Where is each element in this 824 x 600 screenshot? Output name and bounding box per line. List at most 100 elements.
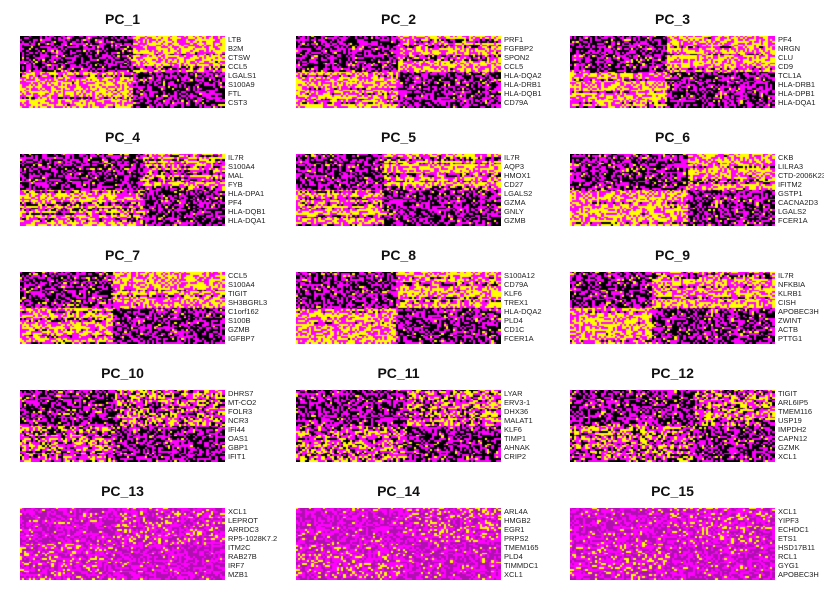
gene-label: CD79A <box>504 280 529 289</box>
panel-title: PC_11 <box>377 365 420 381</box>
heatmap-panel: PC_5 IL7R AQP3 HMOX1 CD27 LGALS2 GZMA GNLY GZMB <box>296 118 570 236</box>
gene-label: PRPS2 <box>504 534 529 543</box>
gene-label: AHNAK <box>504 443 530 452</box>
gene-label: RP5-1028K7.2 <box>228 534 278 543</box>
heatmap-panel: PC_10 DHRS7 MT-CO2 FOLR3 NCR3 IFI44 OAS1 GBP1 IF… <box>20 354 294 472</box>
heatmap-cells <box>296 272 501 344</box>
gene-label: HLA-DQB1 <box>504 89 542 98</box>
gene-label: TREX1 <box>504 298 529 307</box>
heatmap-panel: PC_13 XCL1 LEPROT ARRDC3 RP5-1028K7.2 ITM2C RA… <box>20 472 294 590</box>
gene-label: CCL5 <box>504 62 524 71</box>
panel-title: PC_5 <box>380 129 417 145</box>
gene-label-column: PF4 NRGN CLU CD9 TCL1A HLA-DRB1 HLA-DPB1 HLA-DQ… <box>778 36 824 108</box>
gene-label: YIPF3 <box>778 516 799 525</box>
gene-label: CLU <box>778 53 794 62</box>
gene-label: CISH <box>778 298 796 307</box>
panel-title: PC_15 <box>651 483 694 499</box>
panel-title: PC_6 <box>654 129 691 145</box>
gene-label: ARL6IP5 <box>778 398 809 407</box>
gene-label: ECHDC1 <box>778 525 809 534</box>
gene-label: EGR1 <box>504 525 525 534</box>
gene-label: HLA-DPB1 <box>778 89 815 98</box>
heatmap-cells <box>570 154 775 226</box>
heatmap-cells <box>296 154 501 226</box>
gene-label: CD79A <box>504 98 529 107</box>
gene-label: FYB <box>228 180 243 189</box>
gene-label: CD27 <box>504 180 524 189</box>
gene-label: MALAT1 <box>504 416 533 425</box>
gene-label: FTL <box>228 89 242 98</box>
gene-label: PF4 <box>228 198 242 207</box>
gene-label: RCL1 <box>778 552 798 561</box>
gene-label: OAS1 <box>228 434 249 443</box>
heatmap-panel: PC_2 PRF1 FGFBP2 SPON2 CCL5 HLA-DQA2 HLA-DRB1 H… <box>296 0 570 118</box>
heatmap-cells <box>20 508 225 580</box>
gene-label: GBP1 <box>228 443 249 452</box>
gene-label: KLF6 <box>504 289 522 298</box>
gene-label: HMOX1 <box>504 171 531 180</box>
panel-title: PC_13 <box>101 483 144 499</box>
gene-label-column: ARL4A HMGB2 EGR1 PRPS2 TMEM165 PLD4 TIMMDC1 XCL… <box>504 508 572 580</box>
heatmap-cells <box>296 390 501 462</box>
panel-title: PC_2 <box>380 11 417 27</box>
gene-label-column: TIGIT ARL6IP5 TMEM116 USP19 IMPDH2 CAPN12 GZMK… <box>778 390 824 462</box>
panel-title: PC_7 <box>104 247 141 263</box>
gene-label: IFIT1 <box>228 452 246 461</box>
gene-label: DHRS7 <box>228 389 254 398</box>
gene-label: CCL5 <box>228 62 248 71</box>
gene-label: CACNA2D3 <box>778 198 819 207</box>
gene-label: S100A12 <box>504 271 535 280</box>
heatmap-panel: PC_15 XCL1 YIPF3 ECHDC1 ETS1 HSD17B11 RCL1 GYG1… <box>570 472 824 590</box>
gene-label: XCL1 <box>778 507 797 516</box>
heatmap-panel: PC_11 LYAR ERV3-1 DHX36 MALAT1 KLF6 TIMP1 AHNAK… <box>296 354 570 472</box>
gene-label: GZMK <box>778 443 800 452</box>
gene-label: LGALS2 <box>778 207 807 216</box>
gene-label-column: IL7R NFKBIA KLRB1 CISH APOBEC3H ZWINT ACTB PTTG… <box>778 272 824 344</box>
gene-label: HSD17B11 <box>778 543 815 552</box>
gene-label: GZMB <box>228 325 250 334</box>
gene-label: HLA-DQA1 <box>778 98 816 107</box>
gene-label: MZB1 <box>228 570 249 579</box>
panel-title: PC_14 <box>377 483 420 499</box>
heatmap-cells <box>20 154 225 226</box>
gene-label: IFITM2 <box>778 180 802 189</box>
heatmap-cells <box>570 508 775 580</box>
heatmap-cells <box>296 508 501 580</box>
gene-label: LILRA3 <box>778 162 804 171</box>
gene-label: PF4 <box>778 35 792 44</box>
gene-label: PLD4 <box>504 316 523 325</box>
gene-label: S100A4 <box>228 162 255 171</box>
gene-label: TMEM116 <box>778 407 813 416</box>
gene-label: KLF6 <box>504 425 522 434</box>
panel-title: PC_3 <box>654 11 691 27</box>
gene-label: HMGB2 <box>504 516 531 525</box>
gene-label: LYAR <box>504 389 523 398</box>
panel-title: PC_10 <box>101 365 144 381</box>
gene-label: CST3 <box>228 98 248 107</box>
heatmap-cells <box>20 272 225 344</box>
gene-label: HLA-DQA1 <box>228 216 266 225</box>
gene-label: ACTB <box>778 325 799 334</box>
gene-label: MT-CO2 <box>228 398 257 407</box>
gene-label-column: PRF1 FGFBP2 SPON2 CCL5 HLA-DQA2 HLA-DRB1 HLA-D… <box>504 36 572 108</box>
gene-label: NFKBIA <box>778 280 806 289</box>
heatmap-panel: PC_12 TIGIT ARL6IP5 TMEM116 USP19 IMPDH2 CAPN1… <box>570 354 824 472</box>
gene-label: ZWINT <box>778 316 802 325</box>
gene-label: TIMP1 <box>504 434 527 443</box>
gene-label: USP19 <box>778 416 802 425</box>
gene-label: ARL4A <box>504 507 528 516</box>
gene-label-column: LYAR ERV3-1 DHX36 MALAT1 KLF6 TIMP1 AHNAK CRIP2 <box>504 390 572 462</box>
gene-label: CKB <box>778 153 794 162</box>
gene-label-column: IL7R AQP3 HMOX1 CD27 LGALS2 GZMA GNLY GZMB <box>504 154 572 226</box>
gene-label: KLRB1 <box>778 289 802 298</box>
heatmap-cells <box>20 36 225 108</box>
gene-label: APOBEC3H <box>778 570 819 579</box>
gene-label: CAPN12 <box>778 434 808 443</box>
heatmap-cells <box>20 390 225 462</box>
gene-label: C1orf162 <box>228 307 259 316</box>
gene-label: CD9 <box>778 62 794 71</box>
gene-label: LGALS2 <box>504 189 533 198</box>
heatmap-panel: PC_4 IL7R S100A4 MAL FYB HLA-DPA1 PF4 HLA-DQB1 H… <box>20 118 294 236</box>
heatmap-panel: PC_6 CKBLILRA3CTD-2006K23.1IFITM2GSTP1CAC… <box>570 118 824 236</box>
heatmap-cells <box>296 36 501 108</box>
